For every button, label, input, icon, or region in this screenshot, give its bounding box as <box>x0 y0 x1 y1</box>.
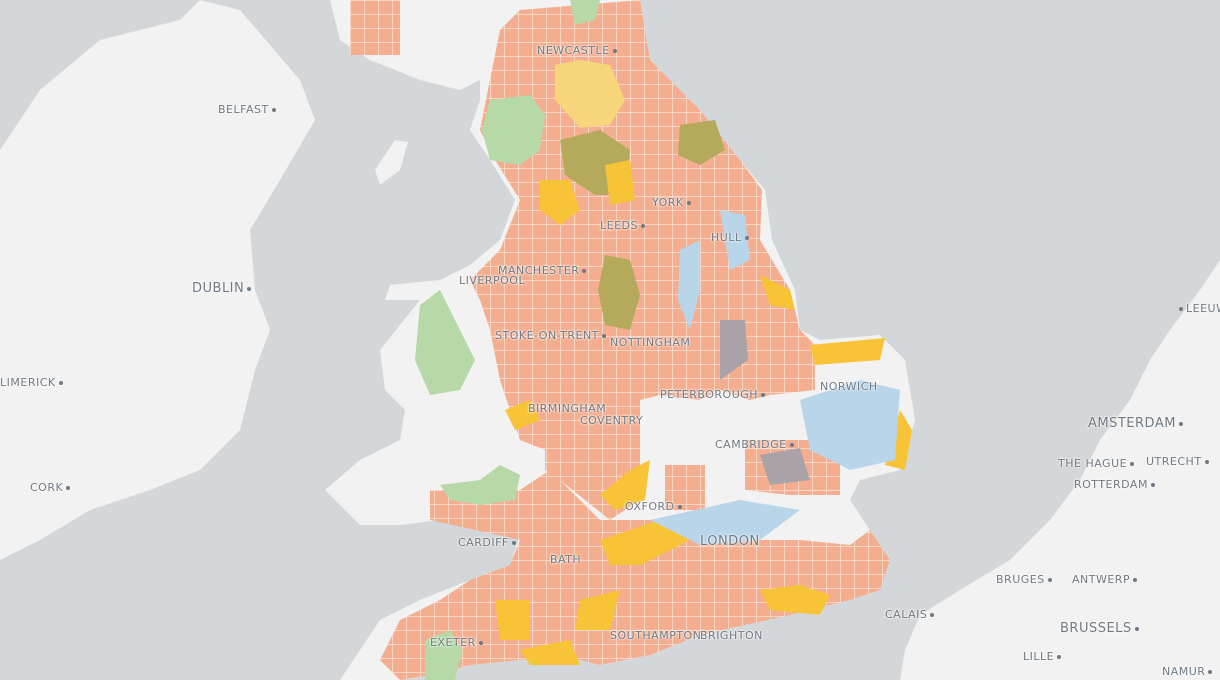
city-label-utrecht: UTRECHT <box>1146 455 1212 468</box>
city-label-manchester: MANCHESTER <box>498 264 589 277</box>
grid-squares-coverage <box>470 0 815 520</box>
city-label-brighton: BRIGHTON <box>700 629 763 642</box>
ireland-landmass <box>0 0 315 560</box>
city-label-newcastle: NEWCASTLE <box>537 44 620 57</box>
yellow-zone <box>495 460 830 665</box>
blue-zone <box>650 210 900 545</box>
city-label-southampton: SOUTHAMPTON <box>610 629 702 642</box>
olive-zone <box>678 120 725 165</box>
green-zone <box>415 290 475 395</box>
city-label-leeds: LEEDS <box>600 219 648 232</box>
city-label-bruges: BRUGES <box>996 573 1055 586</box>
olive-zone <box>598 255 640 330</box>
europe-landmass <box>900 260 1220 680</box>
city-label-limerick: LIMERICK <box>0 376 66 389</box>
city-label-the-hague: THE HAGUE <box>1058 457 1137 470</box>
city-label-namur: NAMUR <box>1162 665 1215 678</box>
city-label-coventry: COVENTRY <box>580 414 644 427</box>
isle-of-man <box>375 140 408 185</box>
yellow-zone <box>505 160 912 470</box>
city-label-antwerp: ANTWERP <box>1072 573 1140 586</box>
green-zone <box>482 95 545 165</box>
city-label-hull: HULL <box>711 231 752 244</box>
city-label-dublin: DUBLIN <box>192 281 254 296</box>
green-zone <box>440 465 520 505</box>
city-label-cambridge: CAMBRIDGE <box>715 438 797 451</box>
city-label-brussels: BRUSSELS <box>1060 621 1142 636</box>
city-label-nottingham: NOTTINGHAM <box>610 336 691 349</box>
city-label-stoke: STOKE-ON-TRENT <box>495 329 609 342</box>
city-label-rotterdam: ROTTERDAM <box>1074 478 1158 491</box>
city-label-leeuwarden: LEEUWA <box>1176 302 1220 315</box>
city-label-peterborough: PETERBOROUGH <box>660 388 768 401</box>
city-label-cardiff: CARDIFF <box>458 536 519 549</box>
green-zone <box>425 630 462 680</box>
city-label-belfast: BELFAST <box>218 103 279 116</box>
city-label-liverpool: LIVERPOOL <box>459 274 526 287</box>
yellow-zone <box>555 60 625 128</box>
city-label-amsterdam: AMSTERDAM <box>1088 416 1186 431</box>
city-label-lille: LILLE <box>1023 650 1064 663</box>
city-label-bath: BATH <box>550 553 582 566</box>
city-label-york: YORK <box>652 196 694 209</box>
city-label-oxford: OXFORD <box>625 500 685 513</box>
city-label-cork: CORK <box>30 481 73 494</box>
city-label-birmingham: BIRMINGHAM <box>528 402 607 415</box>
city-label-exeter: EXETER <box>430 636 486 649</box>
city-label-calais: CALAIS <box>885 608 937 621</box>
city-label-london: LONDON <box>700 534 760 549</box>
grey-zone <box>720 320 810 485</box>
city-label-norwich: NORWICH <box>820 380 878 393</box>
green-zone <box>570 0 600 25</box>
